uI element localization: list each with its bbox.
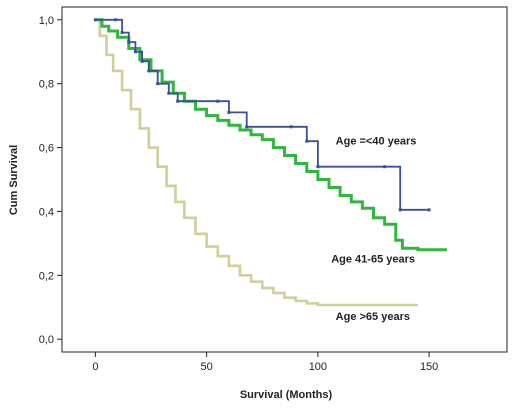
- series-layer: [93, 18, 447, 307]
- series-line-3: [95, 18, 418, 307]
- plot-area-frame: [61, 6, 508, 353]
- censor-marker: [156, 82, 160, 86]
- censor-marker: [398, 208, 402, 212]
- series-annotation: Age >65 years: [336, 311, 410, 323]
- series-annotation: Age 41-65 years: [331, 254, 415, 266]
- series-annotation: Age =<40 years: [336, 135, 417, 147]
- censor-marker: [305, 139, 309, 143]
- x-axis-ticks: 0 50 100 150: [92, 352, 438, 373]
- x-tick-label: 150: [420, 361, 438, 373]
- y-axis-title: Cum Survival: [8, 145, 20, 215]
- series-line-1: [95, 18, 430, 211]
- censor-marker: [113, 18, 117, 22]
- x-tick-label: 0: [92, 361, 98, 373]
- y-tick-label: 0,8: [39, 79, 54, 91]
- x-tick-label: 50: [201, 361, 213, 373]
- censor-marker: [216, 99, 220, 103]
- censor-marker: [383, 165, 387, 169]
- censor-marker: [140, 59, 144, 63]
- annotation-layer: Age =<40 years Age 41-65 years Age >65 yea…: [331, 135, 416, 323]
- censor-marker: [245, 125, 249, 129]
- censor-marker: [289, 125, 293, 129]
- y-tick-label: 0,6: [39, 143, 54, 155]
- x-axis-title: Survival (Months): [240, 389, 333, 401]
- censor-marker: [120, 31, 124, 35]
- censor-marker: [316, 165, 320, 169]
- censor-marker: [133, 50, 137, 54]
- censor-marker: [127, 40, 131, 44]
- censor-marker: [147, 69, 151, 73]
- y-axis-ticks: 0,0 0,2 0,4 0,6 0,8 1,0: [39, 15, 62, 346]
- censor-marker: [93, 18, 97, 22]
- censor-marker: [176, 99, 180, 103]
- censor-marker: [427, 208, 431, 212]
- x-tick-label: 100: [309, 361, 327, 373]
- censor-marker: [167, 91, 171, 95]
- y-tick-label: 0,0: [39, 334, 54, 346]
- y-tick-label: 1,0: [39, 15, 54, 27]
- y-tick-label: 0,4: [39, 206, 54, 218]
- y-tick-label: 0,2: [39, 270, 54, 282]
- censor-marker: [227, 110, 231, 114]
